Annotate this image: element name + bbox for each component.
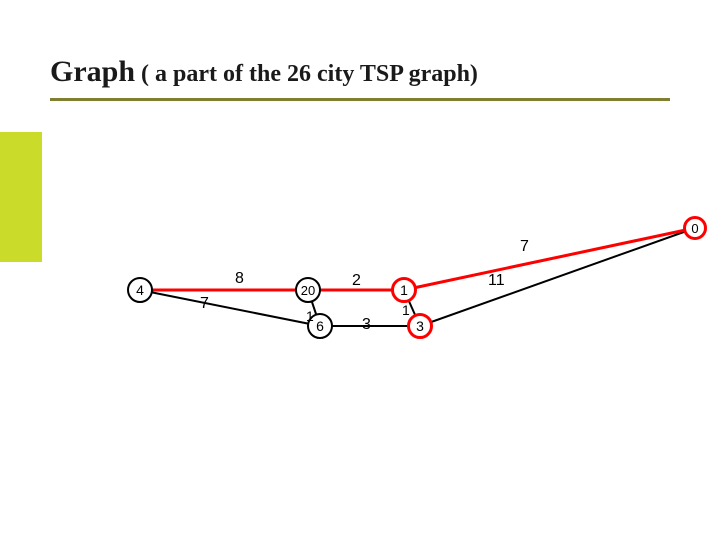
graph-node: 20 <box>295 277 321 303</box>
edge-weight-label: 3 <box>362 316 371 334</box>
graph-edges-svg <box>0 0 720 540</box>
edge-weight-label: 7 <box>200 295 209 313</box>
graph-node: 1 <box>391 277 417 303</box>
graph-node: 0 <box>683 216 707 240</box>
edge <box>140 290 320 326</box>
edge-weight-label: 1 <box>306 308 314 324</box>
edge-weight-label: 7 <box>520 238 529 256</box>
edge-weight-label: 11 <box>488 272 505 290</box>
graph-node: 3 <box>407 313 433 339</box>
edge-weight-label: 8 <box>235 270 244 288</box>
edge-weight-label: 2 <box>352 272 361 290</box>
edge-weight-label: 1 <box>402 302 410 318</box>
graph-node: 4 <box>127 277 153 303</box>
